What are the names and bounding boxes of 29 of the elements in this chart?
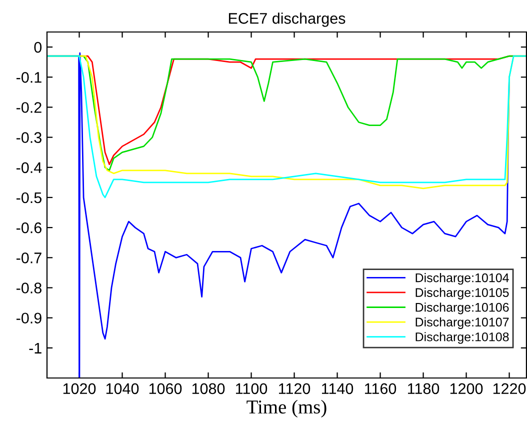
legend-label: Discharge:10105 [416, 288, 509, 300]
x-tick-label: 1180 [408, 383, 440, 394]
y-tick-label: -0.3 [16, 132, 42, 143]
x-tick-label: 1060 [149, 383, 182, 394]
y-tick-label: -0.9 [16, 312, 42, 324]
y-tick-label: -0.1 [16, 72, 42, 83]
x-tick-label: 1120 [279, 383, 310, 394]
y-tick-label: -0.8 [16, 282, 42, 294]
legend-label: Discharge:10106 [416, 302, 509, 314]
y-tick-label: -0.5 [16, 192, 42, 204]
x-axis-title: Time (ms) [246, 400, 326, 418]
legend-label: Discharge:10108 [416, 332, 509, 344]
y-tick-label: -0.6 [16, 222, 42, 234]
y-tick-label: -0.7 [16, 252, 42, 264]
y-tick-label: -1 [29, 342, 42, 354]
x-tick-label: 1200 [450, 383, 483, 394]
x-tick-label: 1080 [192, 383, 225, 394]
x-tick-label: 1040 [106, 383, 139, 394]
x-tick-label: 1140 [322, 383, 354, 394]
chart-title: ECE7 discharges [228, 12, 346, 27]
x-tick-label: 1220 [493, 383, 526, 394]
y-tick-label: 0 [34, 42, 42, 53]
x-tick-label: 1100 [236, 383, 268, 394]
legend-label: Discharge:10104 [416, 273, 509, 285]
y-tick-label: -0.4 [16, 162, 42, 174]
x-tick-label: 1160 [365, 383, 396, 394]
legend-label: Discharge:10107 [416, 317, 509, 330]
x-tick-label: 1020 [63, 383, 96, 394]
y-tick-label: -0.2 [16, 102, 42, 113]
